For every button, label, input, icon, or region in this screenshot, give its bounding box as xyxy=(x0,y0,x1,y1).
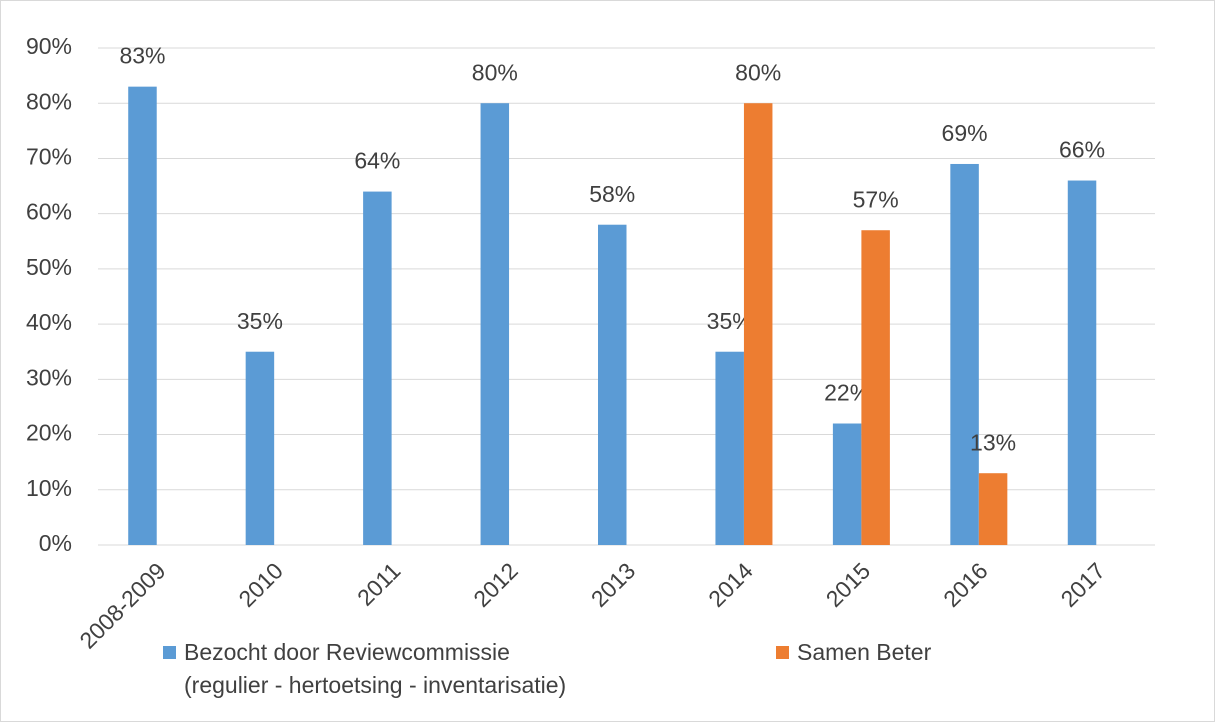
y-tick-label: 90% xyxy=(26,33,72,59)
data-label: 83% xyxy=(119,43,165,69)
data-label: 58% xyxy=(589,181,635,207)
bar xyxy=(1067,180,1097,546)
legend-label: Samen Beter xyxy=(797,639,932,665)
legend-swatch xyxy=(163,646,176,659)
bar xyxy=(861,230,890,545)
data-label: 13% xyxy=(970,429,1016,455)
data-label: 57% xyxy=(853,186,899,212)
y-tick-label: 0% xyxy=(39,530,72,556)
bar xyxy=(950,163,979,545)
bar xyxy=(743,103,773,545)
bar xyxy=(128,86,157,546)
data-label: 80% xyxy=(735,59,781,85)
bar xyxy=(363,191,392,546)
y-tick-label: 30% xyxy=(26,364,72,390)
y-tick-label: 40% xyxy=(26,309,72,335)
legend-item: Bezocht door Reviewcommissie (regulier -… xyxy=(163,636,566,702)
y-tick-label: 60% xyxy=(26,199,72,225)
y-tick-label: 70% xyxy=(26,144,72,170)
legend-item: Samen Beter xyxy=(776,636,931,669)
y-tick-label: 10% xyxy=(26,475,72,501)
y-tick-label: 20% xyxy=(26,420,72,446)
data-label: 64% xyxy=(354,148,400,174)
bar xyxy=(832,423,862,545)
data-label: 35% xyxy=(237,308,283,334)
bar xyxy=(978,473,1008,545)
data-label: 80% xyxy=(472,59,518,85)
data-label: 66% xyxy=(1059,137,1105,163)
bar xyxy=(245,351,275,545)
bar xyxy=(598,224,627,545)
y-tick-label: 50% xyxy=(26,254,72,280)
legend-swatch xyxy=(776,646,789,659)
bar xyxy=(480,103,510,545)
data-label: 69% xyxy=(942,120,988,146)
legend-label: Bezocht door Reviewcommissie (regulier -… xyxy=(184,639,567,698)
y-tick-label: 80% xyxy=(26,88,72,114)
bar xyxy=(715,351,744,545)
